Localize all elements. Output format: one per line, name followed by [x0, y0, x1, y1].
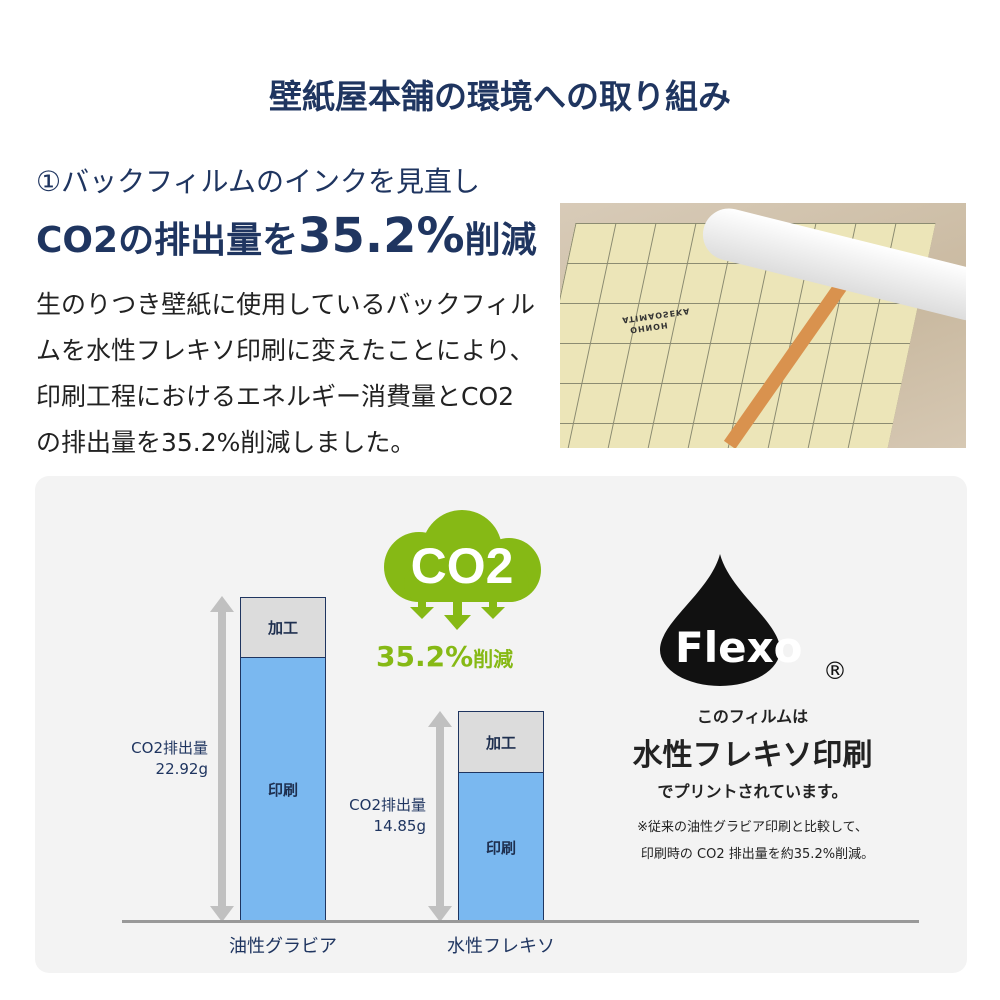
co2-cloud-icon: CO2 — [384, 510, 541, 630]
flexo-total-label: CO2排出量 14.85g — [310, 795, 426, 837]
flexo-logo-text: Flexo — [675, 623, 803, 672]
segment-processing: 加工 — [459, 712, 543, 774]
headline-suffix: 削減 — [464, 220, 537, 261]
height-arrow-flexo — [428, 711, 452, 922]
bar-flexo: 加工 印刷 — [458, 711, 544, 922]
headline-prefix: CO2の排出量を — [36, 220, 299, 261]
flexo-line3: でプリントされています。 — [657, 782, 848, 801]
bar-gravure: 加工 印刷 — [240, 597, 326, 922]
gravure-total-label: CO2排出量 22.92g — [100, 738, 208, 780]
flexo-drop-logo: Flexo ® — [660, 554, 847, 686]
product-photo: ATIMAOSEKA OHNOH — [560, 203, 966, 448]
headline: CO2の排出量を35.2%削減 — [36, 208, 537, 264]
registered-mark: ® — [823, 657, 847, 685]
reduction-suffix: 削減 — [473, 647, 514, 671]
body-text: 生のりつき壁紙に使用しているバックフィルムを水性フレキソ印刷に変えたことにより、… — [36, 290, 536, 457]
flexo-total-value: 14.85g — [373, 817, 426, 835]
gravure-total-title: CO2排出量 — [131, 739, 208, 757]
flexo-line1: このフィルムは — [696, 707, 809, 726]
x-label-flexo: 水性フレキソ — [447, 936, 555, 957]
chart-baseline — [122, 920, 919, 923]
x-label-gravure: 油性グラビア — [229, 936, 337, 957]
page-title: 壁紙屋本舗の環境への取り組み — [269, 77, 731, 116]
segment-processing: 加工 — [241, 598, 325, 658]
gravure-total-value: 22.92g — [155, 760, 208, 778]
flexo-note2: 印刷時の CO2 排出量を約35.2%削減。 — [640, 847, 875, 862]
flexo-line2: 水性フレキソ印刷 — [632, 738, 873, 773]
headline-value: 35.2% — [298, 208, 465, 264]
flexo-note1: ※従来の油性グラビア印刷と比較して、 — [637, 820, 868, 835]
flexo-total-title: CO2排出量 — [349, 796, 426, 814]
reduction-label: 35.2%削減 — [376, 640, 513, 673]
reduction-value: 35.2% — [376, 640, 474, 673]
cloud-label: CO2 — [411, 538, 514, 594]
height-arrow-gravure — [210, 596, 234, 922]
section-subtitle: ①バックフィルムのインクを見直し — [36, 165, 480, 198]
segment-printing: 印刷 — [241, 658, 325, 921]
segment-printing: 印刷 — [459, 773, 543, 921]
